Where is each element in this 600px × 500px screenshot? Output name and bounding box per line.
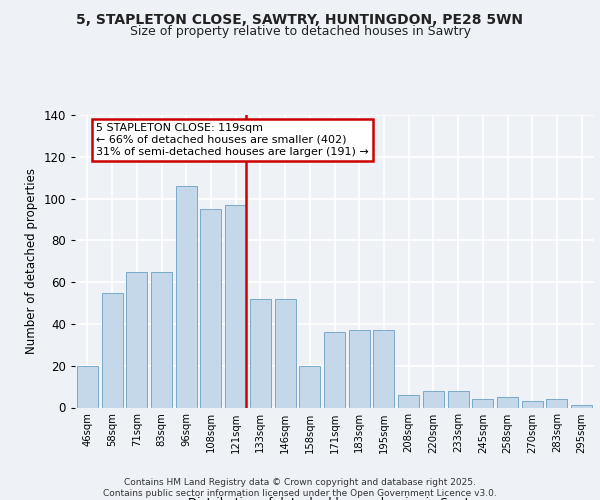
Bar [225,205,246,408]
Bar [571,406,592,407]
Bar [373,330,394,407]
Bar [497,397,518,407]
Text: Size of property relative to detached houses in Sawtry: Size of property relative to detached ho… [130,25,470,38]
Bar [324,332,345,407]
Bar [200,209,221,408]
Text: 5 STAPLETON CLOSE: 119sqm
← 66% of detached houses are smaller (402)
31% of semi: 5 STAPLETON CLOSE: 119sqm ← 66% of detac… [96,124,369,156]
Bar [77,366,98,408]
Bar [126,272,147,407]
Bar [547,399,568,407]
Y-axis label: Number of detached properties: Number of detached properties [25,168,38,354]
Bar [522,401,543,407]
Bar [423,391,444,407]
Bar [151,272,172,407]
Bar [101,292,122,408]
Bar [176,186,197,408]
Bar [448,391,469,407]
Text: Contains HM Land Registry data © Crown copyright and database right 2025.
Contai: Contains HM Land Registry data © Crown c… [103,478,497,498]
Bar [349,330,370,407]
Text: 5, STAPLETON CLOSE, SAWTRY, HUNTINGDON, PE28 5WN: 5, STAPLETON CLOSE, SAWTRY, HUNTINGDON, … [77,12,523,26]
Bar [398,395,419,407]
Bar [275,299,296,408]
Bar [250,299,271,408]
X-axis label: Distribution of detached houses by size in Sawtry: Distribution of detached houses by size … [188,497,481,500]
Bar [472,399,493,407]
Bar [299,366,320,408]
